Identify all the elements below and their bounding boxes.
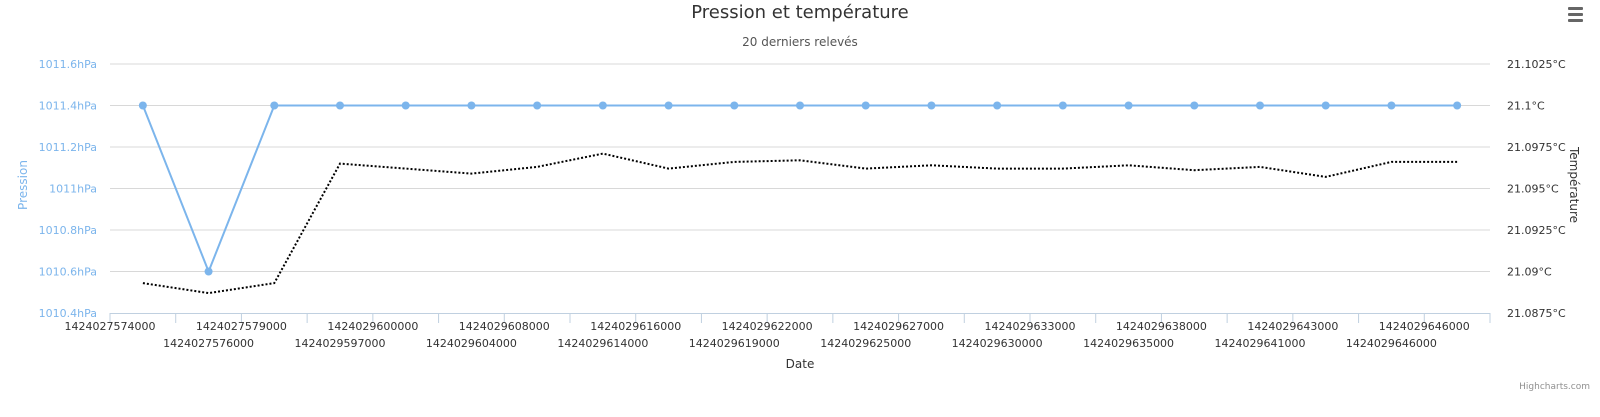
x-tick-label: 1424029630000 bbox=[952, 337, 1043, 350]
x-tick-label: 1424029633000 bbox=[985, 320, 1076, 333]
y-right-tick-label: 21.095°C bbox=[1507, 183, 1559, 196]
pressure-data-point[interactable] bbox=[533, 101, 542, 110]
x-tick-label: 1424029597000 bbox=[295, 337, 386, 350]
pressure-data-point[interactable] bbox=[1058, 101, 1067, 110]
pressure-data-point[interactable] bbox=[664, 101, 673, 110]
pressure-data-point[interactable] bbox=[1387, 101, 1396, 110]
x-tick-label: 1424027579000 bbox=[196, 320, 287, 333]
y-axis-right: 21.0875°C 21.09°C 21.0925°C 21.095°C 21.0975… bbox=[1507, 58, 1566, 320]
x-axis-title: Date bbox=[786, 357, 815, 371]
y-right-tick-label: 21.1°C bbox=[1507, 100, 1545, 113]
pressure-data-point[interactable] bbox=[598, 101, 607, 110]
x-tick-label: 1424029625000 bbox=[820, 337, 911, 350]
y-right-tick-label: 21.0975°C bbox=[1507, 141, 1566, 154]
x-tick-label: 1424029635000 bbox=[1083, 337, 1174, 350]
x-tick-label: 1424029627000 bbox=[853, 320, 944, 333]
x-tick-label: 1424027576000 bbox=[163, 337, 254, 350]
y-left-tick-label: 1011hPa bbox=[49, 183, 97, 196]
y-right-tick-label: 21.0875°C bbox=[1507, 307, 1566, 320]
pressure-data-point[interactable] bbox=[336, 101, 344, 110]
pressure-data-point[interactable] bbox=[467, 101, 476, 110]
chart-title: Pression et température bbox=[691, 2, 909, 23]
x-tick-label: 1424029604000 bbox=[426, 337, 517, 350]
series-layer bbox=[138, 101, 1462, 295]
x-axis: 1424027574000 1424027576000 1424027579000 1… bbox=[65, 313, 1491, 350]
x-tick-label: 1424027574000 bbox=[65, 320, 156, 333]
y-right-tick-label: 21.09°C bbox=[1507, 266, 1552, 279]
y-left-tick-label: 1010.4hPa bbox=[39, 307, 97, 320]
chart-subtitle: 20 derniers relevés bbox=[742, 35, 858, 49]
pressure-data-point[interactable] bbox=[138, 101, 147, 110]
x-tick-label: 1424029641000 bbox=[1215, 337, 1306, 350]
pressure-data-point[interactable] bbox=[401, 101, 410, 110]
y-right-tick-label: 21.1025°C bbox=[1507, 58, 1566, 71]
y-right-tick-label: 21.0925°C bbox=[1507, 224, 1566, 237]
y-left-tick-label: 1011.2hPa bbox=[39, 141, 97, 154]
x-tick-label: 1424029608000 bbox=[459, 320, 550, 333]
x-tick-label: 1424029600000 bbox=[327, 320, 418, 333]
menu-bar bbox=[1568, 19, 1583, 22]
pressure-data-point[interactable] bbox=[1453, 101, 1462, 110]
x-tick-label: 1424029638000 bbox=[1116, 320, 1207, 333]
y-axis-left-title: Pression bbox=[16, 160, 30, 210]
pressure-data-point[interactable] bbox=[796, 101, 804, 110]
pressure-data-point[interactable] bbox=[204, 267, 213, 276]
pressure-data-point[interactable] bbox=[861, 101, 870, 110]
x-tick-label: 1424029616000 bbox=[590, 320, 681, 333]
pressure-data-point[interactable] bbox=[927, 101, 936, 110]
temperature-series-line bbox=[142, 152, 1458, 295]
x-tick-label: 1424029643000 bbox=[1247, 320, 1338, 333]
y-left-tick-label: 1011.4hPa bbox=[39, 100, 97, 113]
pressure-data-point[interactable] bbox=[1321, 101, 1330, 110]
y-left-tick-label: 1011.6hPa bbox=[39, 58, 97, 71]
y-left-tick-label: 1010.6hPa bbox=[39, 266, 97, 279]
pressure-data-point[interactable] bbox=[1190, 101, 1199, 110]
pressure-data-point[interactable] bbox=[1124, 101, 1133, 110]
menu-bar bbox=[1568, 7, 1583, 10]
hamburger-menu-icon[interactable] bbox=[1564, 4, 1588, 26]
y-axis-left: 1010.4hPa 1010.6hPa 1010.8hPa 1011hPa 1011.2… bbox=[39, 58, 97, 320]
x-tick-label: 1424029614000 bbox=[557, 337, 648, 350]
x-tick-label: 1424029646000 bbox=[1379, 320, 1470, 333]
x-tick-label: 1424029622000 bbox=[722, 320, 813, 333]
pressure-data-point[interactable] bbox=[730, 101, 739, 110]
grid-lines bbox=[110, 63, 1490, 272]
menu-bar bbox=[1568, 13, 1583, 16]
credits-link[interactable]: Highcharts.com bbox=[1519, 382, 1590, 392]
y-left-tick-label: 1010.8hPa bbox=[39, 224, 97, 237]
pressure-data-point[interactable] bbox=[270, 101, 279, 110]
x-tick-label: 1424029646000 bbox=[1346, 337, 1437, 350]
pressure-data-point[interactable] bbox=[993, 101, 1002, 110]
y-axis-right-title: Température bbox=[1567, 146, 1581, 223]
x-tick-label: 1424029619000 bbox=[689, 337, 780, 350]
pressure-data-point[interactable] bbox=[1256, 101, 1264, 110]
